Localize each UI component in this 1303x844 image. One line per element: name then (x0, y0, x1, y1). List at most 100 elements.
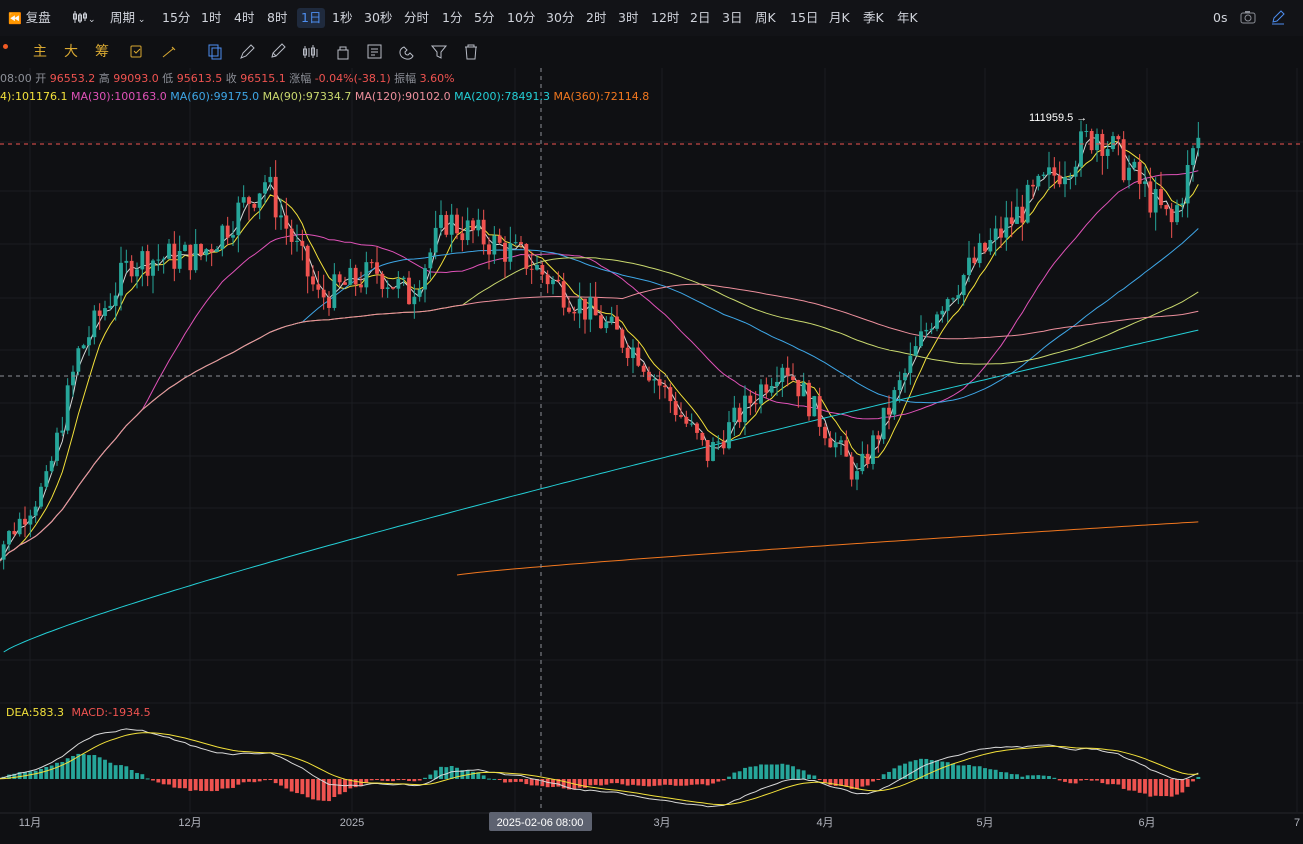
candle-body (615, 316, 619, 330)
candle-body (1191, 148, 1195, 166)
candle-body (956, 295, 961, 299)
candle-body (588, 297, 593, 320)
candle-body (881, 407, 886, 440)
interval-3时[interactable]: 3时 (618, 10, 639, 25)
candle-body (55, 432, 59, 461)
macd-bar (97, 757, 102, 779)
low-value: 95613.5 (176, 72, 223, 85)
candle-body (183, 244, 187, 252)
interval-季K[interactable]: 季K (863, 10, 884, 25)
latency-label: 0s (1213, 10, 1228, 25)
candle-body (311, 276, 315, 285)
replay-button[interactable]: ⏪ 复盘 (8, 10, 51, 25)
interval-1秒[interactable]: 1秒 (332, 10, 353, 25)
candle-body (279, 215, 283, 218)
note-icon[interactable] (366, 43, 384, 61)
interval-年K[interactable]: 年K (897, 10, 918, 25)
interval-月K[interactable]: 月K (829, 10, 850, 25)
macd-bar (1121, 779, 1126, 789)
interval-1日[interactable]: 1日 (297, 8, 326, 28)
macd-bar (1084, 779, 1089, 780)
candle-body (524, 243, 529, 269)
macd-bar (279, 779, 283, 786)
macd-bar (17, 772, 22, 779)
macd-bar (860, 779, 865, 787)
candle-body (913, 346, 918, 356)
candle-body (471, 220, 475, 231)
candle-body (129, 260, 134, 277)
interval-15日[interactable]: 15日 (790, 10, 819, 25)
magnet-icon[interactable] (398, 43, 416, 61)
interval-5分[interactable]: 5分 (474, 10, 495, 25)
candle-body (1180, 203, 1185, 206)
interval-2日[interactable]: 2日 (690, 10, 711, 25)
candle-body (641, 365, 646, 372)
macd-bar (215, 779, 219, 791)
interval-8时[interactable]: 8时 (267, 10, 288, 25)
macd-bar (625, 779, 630, 786)
chip-toggle[interactable]: 筹 (95, 44, 109, 60)
candle-body (993, 228, 998, 240)
candle-body (7, 531, 11, 545)
camera-button[interactable] (1240, 8, 1256, 28)
main-chart-toggle[interactable]: 主 (33, 44, 47, 60)
macd-bar (284, 779, 289, 789)
ma120-line (0, 283, 1199, 562)
candle-body (396, 278, 401, 289)
macd-bar (508, 779, 513, 783)
candle-body (161, 258, 166, 260)
macd-bar (503, 779, 507, 783)
clear-lines-icon[interactable] (160, 43, 178, 61)
candle-body (657, 379, 662, 386)
macd-bar (1073, 779, 1078, 784)
filter-icon[interactable] (430, 43, 448, 61)
candle-body (465, 220, 470, 241)
interval-30分[interactable]: 30分 (546, 10, 575, 25)
interval-分时[interactable]: 分时 (404, 10, 430, 25)
candle-body (871, 435, 875, 464)
interval-15分[interactable]: 15分 (162, 10, 191, 25)
candle-body (865, 453, 870, 464)
interval-1时[interactable]: 1时 (201, 10, 222, 25)
x-tick-label: 12月 (178, 817, 201, 829)
interval-1分[interactable]: 1分 (442, 10, 463, 25)
lock-icon[interactable] (334, 43, 352, 61)
macd-bar (513, 779, 518, 782)
trash-icon[interactable] (462, 43, 480, 61)
candle-body (1105, 149, 1110, 156)
macd-bar (929, 760, 934, 779)
brush-icon[interactable] (238, 43, 256, 61)
select-tool-icon[interactable] (206, 43, 224, 61)
macd-bar (1057, 779, 1062, 781)
chart-type-button[interactable]: ⌄ (72, 8, 96, 28)
ohlc-info: 08:00 开 96553.2 高 99093.0 低 95613.5 收 96… (0, 72, 455, 85)
copy-icon[interactable] (128, 43, 146, 61)
high-marker: 111959.5 → (1029, 112, 1087, 124)
interval-4时[interactable]: 4时 (234, 10, 255, 25)
macd-bar (55, 762, 59, 779)
period-menu[interactable]: 周期 ⌄ (110, 10, 146, 25)
ruler-icon[interactable] (270, 43, 288, 61)
macd-bar (823, 779, 827, 783)
macd-bar (945, 762, 950, 779)
large-order-toggle[interactable]: 大 (64, 44, 78, 60)
interval-2时[interactable]: 2时 (586, 10, 607, 25)
interval-12时[interactable]: 12时 (651, 10, 680, 25)
macd-bar (1111, 779, 1115, 785)
draw-toggle-button[interactable] (1270, 8, 1286, 28)
interval-周K[interactable]: 周K (755, 10, 776, 25)
macd-bar (705, 779, 710, 786)
candle-body (188, 244, 193, 271)
macd-bar (737, 771, 742, 779)
candle-body (273, 176, 278, 218)
candle-body (663, 385, 667, 388)
macd-bar (993, 769, 998, 779)
candle-body (343, 282, 347, 285)
amplitude-value: 3.60% (419, 72, 455, 85)
interval-30秒[interactable]: 30秒 (364, 10, 393, 25)
interval-3日[interactable]: 3日 (722, 10, 743, 25)
interval-10分[interactable]: 10分 (507, 10, 536, 25)
candle-body (631, 347, 635, 359)
bars-icon[interactable] (302, 43, 320, 61)
